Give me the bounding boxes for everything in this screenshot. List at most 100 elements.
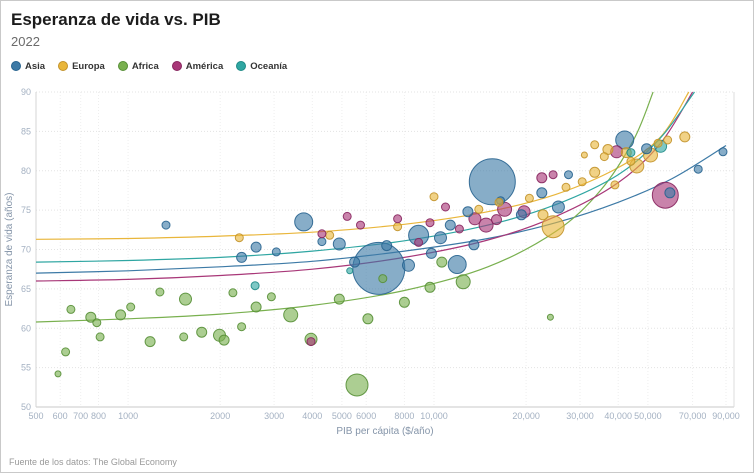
- bubble-oceanía[interactable]: [346, 267, 354, 275]
- bubble-américa[interactable]: [414, 237, 424, 247]
- bubble-europa[interactable]: [577, 177, 587, 187]
- bubble-américa[interactable]: [536, 172, 548, 184]
- bubble-asia[interactable]: [641, 143, 653, 155]
- bubble-américa[interactable]: [317, 229, 327, 239]
- bubble-africa[interactable]: [398, 296, 410, 308]
- bubble-africa[interactable]: [66, 304, 76, 314]
- bubble-asia[interactable]: [381, 240, 393, 252]
- bubble-africa[interactable]: [378, 274, 388, 284]
- bubble-europa[interactable]: [474, 204, 484, 214]
- bubble-américa[interactable]: [425, 218, 435, 228]
- bubble-africa[interactable]: [546, 313, 554, 321]
- bubble-africa[interactable]: [283, 307, 299, 323]
- bubble-asia[interactable]: [515, 209, 527, 221]
- legend-item-asia[interactable]: Asia: [11, 61, 45, 72]
- bubble-asia[interactable]: [349, 256, 361, 268]
- bubble-africa[interactable]: [144, 336, 156, 348]
- bubble-europa[interactable]: [393, 222, 403, 232]
- bubble-américa[interactable]: [306, 337, 316, 347]
- bubble-africa[interactable]: [179, 292, 192, 306]
- bubble-europa[interactable]: [626, 156, 636, 166]
- bubble-asia[interactable]: [718, 147, 728, 157]
- bubble-asia[interactable]: [352, 241, 406, 295]
- bubble-europa[interactable]: [663, 135, 673, 145]
- bubble-africa[interactable]: [126, 302, 136, 312]
- bubble-asia[interactable]: [402, 258, 415, 272]
- x-tick-label: 6000: [356, 411, 376, 421]
- bubble-asia[interactable]: [693, 164, 703, 174]
- bubble-europa[interactable]: [537, 209, 549, 221]
- bubble-asia[interactable]: [551, 200, 565, 214]
- bubble-asia[interactable]: [462, 206, 474, 218]
- legend-item-europa[interactable]: Europa: [58, 61, 105, 72]
- bubble-europa[interactable]: [494, 197, 504, 207]
- bubble-africa[interactable]: [179, 332, 189, 342]
- bubble-europa[interactable]: [524, 193, 534, 203]
- bubble-europa[interactable]: [589, 166, 601, 178]
- bubble-europa[interactable]: [541, 215, 565, 239]
- bubble-africa[interactable]: [424, 281, 436, 293]
- bubble-africa[interactable]: [115, 309, 127, 321]
- bubble-américa[interactable]: [478, 217, 494, 233]
- bubble-américa[interactable]: [356, 220, 365, 230]
- legend-item-africa[interactable]: Africa: [117, 61, 159, 72]
- bubble-asia[interactable]: [664, 187, 676, 199]
- bubble-africa[interactable]: [266, 292, 276, 302]
- bubble-africa[interactable]: [250, 301, 262, 313]
- bubble-africa[interactable]: [455, 274, 471, 290]
- bubble-europa[interactable]: [653, 138, 663, 148]
- legend-item-oceanía[interactable]: Oceanía: [236, 61, 287, 72]
- bubble-europa[interactable]: [325, 230, 335, 240]
- x-tick-label: 10,000: [420, 411, 448, 421]
- bubble-asia[interactable]: [271, 247, 281, 257]
- bubble-africa[interactable]: [228, 288, 238, 298]
- bubble-africa[interactable]: [362, 313, 374, 325]
- bubble-africa[interactable]: [218, 334, 230, 346]
- bubble-europa[interactable]: [234, 233, 244, 243]
- bubble-américa[interactable]: [441, 202, 450, 212]
- bubble-américa[interactable]: [342, 211, 352, 221]
- bubble-asia[interactable]: [447, 255, 467, 274]
- bubble-asia[interactable]: [564, 170, 573, 180]
- bubble-europa[interactable]: [590, 140, 600, 150]
- bubble-africa[interactable]: [54, 370, 62, 378]
- bubble-asia[interactable]: [236, 251, 248, 263]
- bubble-américa[interactable]: [491, 214, 502, 226]
- bubble-africa[interactable]: [95, 332, 105, 342]
- bubble-asia[interactable]: [536, 187, 548, 199]
- bubble-europa[interactable]: [429, 192, 439, 202]
- legend-dot-icon: [236, 61, 247, 71]
- bubble-africa[interactable]: [61, 347, 71, 357]
- bubble-europa[interactable]: [561, 182, 571, 192]
- bubble-asia[interactable]: [425, 247, 437, 259]
- bubble-europa[interactable]: [610, 180, 620, 190]
- bubble-américa[interactable]: [393, 214, 403, 224]
- bubble-asia[interactable]: [317, 237, 327, 247]
- bubble-américa[interactable]: [454, 224, 464, 234]
- bubble-asia[interactable]: [444, 219, 456, 231]
- bubble-asia[interactable]: [294, 212, 314, 232]
- bubble-oceanía[interactable]: [250, 281, 260, 291]
- legend-item-américa[interactable]: América: [171, 61, 223, 72]
- bubble-africa[interactable]: [85, 311, 97, 323]
- bubble-africa[interactable]: [237, 322, 247, 332]
- bubble-asia[interactable]: [161, 220, 171, 230]
- bubble-africa[interactable]: [92, 318, 102, 328]
- bubble-asia[interactable]: [434, 231, 447, 245]
- bubble-europa[interactable]: [679, 131, 691, 143]
- bubble-africa[interactable]: [155, 287, 165, 297]
- bubble-asia[interactable]: [468, 239, 480, 251]
- bubble-asia[interactable]: [332, 237, 346, 251]
- bubble-africa[interactable]: [333, 293, 345, 305]
- bubble-africa[interactable]: [436, 256, 448, 268]
- bubble-américa[interactable]: [468, 212, 482, 226]
- x-tick-label: 3000: [264, 411, 284, 421]
- bubble-africa[interactable]: [345, 373, 369, 397]
- bubble-oceanía[interactable]: [626, 148, 636, 158]
- bubble-europa[interactable]: [580, 151, 588, 159]
- bubble-asia[interactable]: [250, 241, 262, 253]
- bubble-asia[interactable]: [468, 158, 516, 206]
- bubble-europa[interactable]: [599, 152, 609, 162]
- bubble-américa[interactable]: [548, 170, 558, 180]
- bubble-africa[interactable]: [196, 326, 208, 338]
